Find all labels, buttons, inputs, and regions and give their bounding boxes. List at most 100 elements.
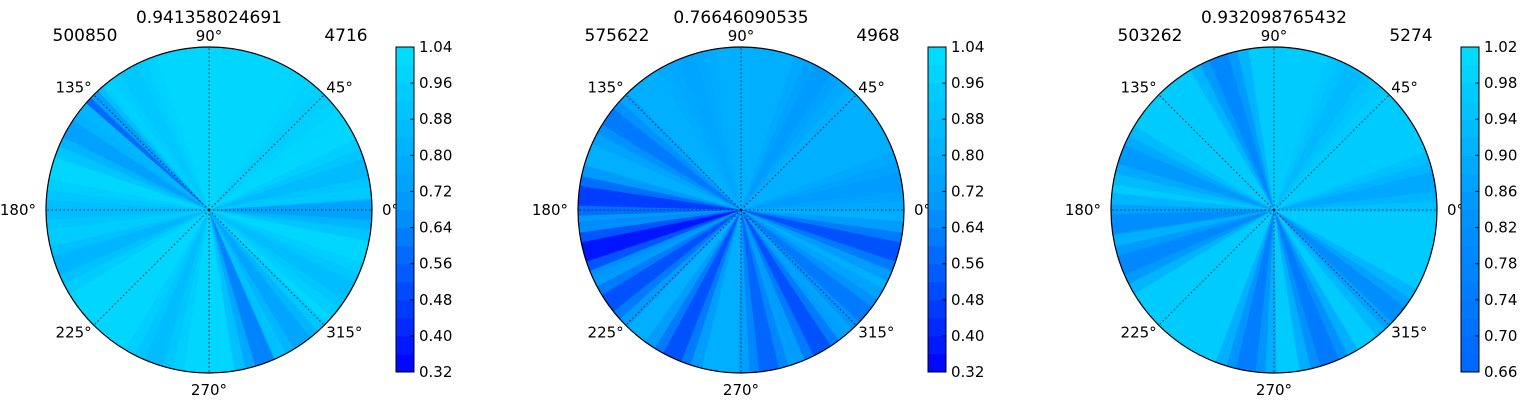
colorbar-segment (928, 191, 946, 210)
contour-streak-1-1 (1111, 133, 1274, 210)
contour-streak-5-2 (597, 210, 741, 315)
left-title: 575622 (585, 26, 650, 46)
angle-tick-label: 225° (1121, 323, 1157, 341)
contour-streak-7-1 (1274, 160, 1437, 210)
angle-tick-label: 45° (858, 79, 885, 97)
contour-streak-7-2 (741, 210, 781, 373)
angle-tick-label: 315° (858, 323, 894, 341)
polar-panel-3: 0° 45° 90° 135° 180° 225° 270° 315° 0.9320987654… (1065, 8, 1518, 399)
colorbar-tick-label: 0.90 (1484, 146, 1517, 164)
panel-title: 0.76646090535 (673, 8, 808, 28)
colorbar-segment (396, 317, 414, 337)
colorbar-frame (395, 46, 415, 373)
contour-streak-3-2 (578, 185, 741, 210)
contour-field (1111, 47, 1437, 373)
colorbar-tick-label: 0.94 (1484, 110, 1517, 128)
colorbar-segment (396, 263, 414, 283)
contour-streak-1-0 (1111, 123, 1274, 210)
colorbar-segment (396, 119, 414, 138)
angle-tick-label: 90° (728, 27, 755, 45)
contour-streak-4-0 (122, 210, 209, 373)
colorbar-tick-label: 0.98 (1484, 74, 1517, 92)
colorbar-segment (396, 83, 414, 102)
colorbar-segment (1461, 317, 1479, 337)
polar-frame (1110, 46, 1438, 374)
contour-streak-4-1 (578, 210, 741, 273)
colorbar-segment (928, 299, 946, 319)
colorbar-tick-label: 0.96 (419, 74, 452, 92)
contour-streak-11-1 (741, 160, 904, 210)
colorbar-segment (1461, 137, 1479, 156)
colorbar: 0.32 0.40 0.48 0.56 0.64 0.72 0.80 0.88 0.96 1.04 (395, 38, 452, 381)
contour-streak-0-0 (1187, 47, 1274, 210)
angle-tick-label: 225° (588, 323, 624, 341)
colorbar-segment (928, 155, 946, 174)
contour-streak-5-2 (209, 210, 276, 372)
colorbar-segment (396, 281, 414, 301)
contour-streak-4-2 (142, 210, 209, 372)
colorbar-segment (1461, 299, 1479, 319)
colorbar-tick-label: 1.04 (951, 38, 984, 56)
colorbar-tick-label: 0.56 (951, 255, 984, 273)
contour-streak-5-2 (1274, 210, 1341, 372)
contour-streak-3-1 (1111, 210, 1274, 287)
angle-tick-label: 0° (914, 201, 931, 219)
angle-tick-label: 90° (196, 27, 223, 45)
colorbar: 0.66 0.70 0.74 0.78 0.82 0.86 0.90 0.94 0.98 1.02 (1460, 38, 1517, 381)
panel-title: 0.932098765432 (1201, 8, 1347, 28)
colorbar-segment (396, 227, 414, 247)
polar-panel-1: 0° 45° 90° 135° 180° 225° 270° 315° 0.9413580246… (0, 8, 452, 399)
colorbar-tick-label: 0.74 (1484, 291, 1517, 309)
polar-panel-2: 0° 45° 90° 135° 180° 225° 270° 315° 0.7664609053… (532, 8, 985, 399)
colorbar-segment (928, 335, 946, 355)
contour-streak-7-2 (209, 210, 360, 303)
contour-streak-5-1 (1274, 210, 1351, 373)
contour-streak-6-2 (1274, 210, 1409, 326)
contour-streak-3-1 (46, 210, 209, 287)
contour-streak-6-1 (652, 210, 741, 370)
contour-streak-7-2 (1274, 170, 1437, 210)
colorbar-segment (928, 137, 946, 156)
contour-streak-4-1 (1224, 210, 1274, 373)
colorbar-segment (928, 209, 946, 229)
angle-tick-label: 180° (0, 201, 36, 219)
contour-streak-2-2 (1111, 210, 1274, 235)
colorbar-segment (396, 155, 414, 174)
colorbar-segment (1461, 47, 1479, 66)
colorbar-segment (1461, 155, 1479, 174)
colorbar-tick-label: 0.70 (1484, 327, 1517, 345)
colorbar-tick-label: 1.02 (1484, 38, 1517, 56)
colorbar-tick-label: 0.66 (1484, 363, 1517, 381)
colorbar-tick-label: 0.86 (1484, 182, 1517, 200)
colorbar-segment (396, 299, 414, 319)
colorbar-segment (1461, 227, 1479, 247)
angle-tick-label: 0° (382, 201, 399, 219)
colorbar-segment (1461, 335, 1479, 355)
colorbar-segment (1461, 353, 1479, 373)
colorbar-tick-label: 1.04 (419, 38, 452, 56)
angle-tick-label: 0° (1447, 201, 1464, 219)
contour-streak-8-2 (741, 210, 834, 361)
polar-frame (45, 46, 373, 374)
colorbar-tick-label: 0.96 (951, 74, 984, 92)
contour-streak-1-0 (654, 47, 741, 210)
colorbar-tick-label: 0.72 (419, 182, 452, 200)
colorbar-tick-label: 0.32 (419, 363, 452, 381)
angle-tick-label: 45° (326, 79, 353, 97)
colorbar-segment (396, 209, 414, 229)
contour-field (578, 47, 904, 373)
contour-streak-2-2 (597, 105, 741, 210)
colorbar-segment (928, 65, 946, 84)
colorbar: 0.32 0.40 0.48 0.56 0.64 0.72 0.80 0.88 0.96 1.04 (927, 38, 984, 381)
colorbar-tick-label: 0.40 (951, 327, 984, 345)
colorbar-tick-label: 0.82 (1484, 219, 1517, 237)
colorbar-segment (928, 119, 946, 138)
angle-tick-label: 180° (1065, 201, 1101, 219)
angle-tick-label: 45° (1391, 79, 1418, 97)
colorbar-segment (396, 353, 414, 373)
left-title: 500850 (53, 26, 118, 46)
colorbar-segment (396, 65, 414, 84)
colorbar-frame (1460, 46, 1480, 373)
contour-streak-8-2 (1274, 59, 1367, 211)
colorbar-frame (927, 46, 947, 373)
